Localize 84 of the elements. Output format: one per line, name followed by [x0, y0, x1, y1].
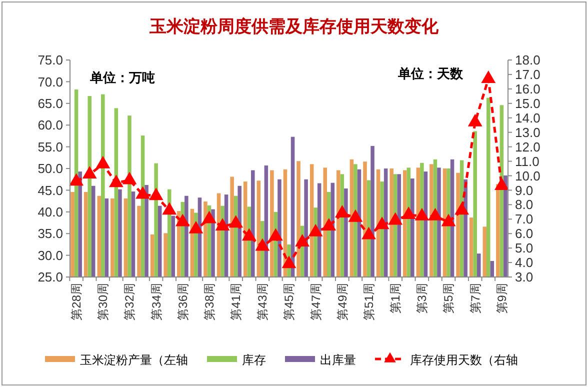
x-tick-label: 第36周 [176, 283, 190, 320]
point [268, 228, 283, 241]
point [136, 186, 150, 199]
point [188, 220, 204, 234]
y2-tick-label: 7.0 [515, 212, 534, 227]
point [242, 228, 256, 241]
point [69, 173, 84, 186]
y-tick-label: 70.0 [38, 74, 63, 90]
y2-tick-label: 16.0 [515, 81, 540, 96]
annotation: 单位：天数 [397, 66, 464, 82]
point [454, 202, 470, 215]
x-tick-label: 第28周 [70, 283, 84, 320]
x-tick-label: 第41周 [229, 283, 244, 320]
legend-label: 库存 [242, 353, 266, 367]
point [96, 156, 110, 168]
point [441, 214, 456, 226]
legend-label: 出库量 [320, 353, 356, 367]
point [481, 70, 496, 83]
y-tick-label: 55.0 [38, 139, 63, 154]
point [215, 218, 230, 231]
y-tick-label: 65.0 [38, 96, 63, 111]
y-tick-label: 50.0 [38, 161, 63, 176]
y2-tick-label: 13.0 [515, 124, 540, 140]
y2-tick-label: 5.0 [515, 240, 534, 256]
y2-tick-label: 4.0 [515, 255, 534, 270]
y2-tick-label: 12.0 [515, 139, 540, 154]
point [414, 208, 430, 220]
y2-tick-label: 18.0 [515, 52, 540, 68]
y-tick-label: 30.0 [38, 248, 63, 263]
x-tick-label: 第45周 [282, 283, 296, 320]
point [148, 188, 164, 200]
x-tick-label: 第3周 [415, 283, 430, 314]
y-tick-label: 35.0 [38, 226, 63, 242]
annotation: 单位：万吨 [89, 70, 155, 86]
point [108, 174, 124, 188]
x-tick-label: 第32周 [122, 283, 137, 320]
point [228, 215, 244, 228]
y2-tick-label: 11.0 [515, 154, 540, 169]
x-tick-label: 第30周 [96, 283, 110, 320]
point [122, 172, 137, 184]
y2-tick-label: 10.0 [515, 168, 540, 184]
x-tick-label: 第43周 [256, 283, 270, 320]
x-tick-label: 第51周 [362, 283, 376, 320]
x-tick-label: 第9周 [494, 283, 509, 314]
point [388, 212, 403, 225]
point [401, 206, 416, 219]
point [295, 234, 310, 246]
point [82, 166, 97, 178]
point [322, 218, 336, 231]
y2-tick-label: 17.0 [515, 67, 540, 82]
legend-label: 玉米淀粉产量（左轴 [80, 353, 188, 367]
y2-tick-label: 14.0 [515, 110, 540, 126]
x-tick-label: 第34周 [149, 283, 164, 320]
legend-label: 库存使用天数（右轴 [410, 353, 518, 367]
y2-tick-label: 9.0 [515, 182, 534, 198]
x-tick-label: 第1周 [388, 283, 403, 314]
x-tick-label: 第49周 [335, 283, 350, 320]
y2-tick-label: 6.0 [515, 226, 534, 242]
x-tick-label: 第47周 [308, 283, 323, 320]
y2-tick-label: 3.0 [515, 270, 534, 285]
point [468, 114, 482, 126]
point [162, 202, 177, 215]
point [494, 178, 509, 190]
point [362, 226, 376, 240]
point [428, 208, 442, 220]
point [255, 238, 270, 251]
point [348, 209, 363, 222]
point [282, 256, 296, 268]
point [175, 214, 190, 226]
point [334, 205, 350, 218]
chart-title: 玉米淀粉周度供需及库存使用天数变化 [148, 17, 440, 36]
y-tick-label: 60.0 [38, 118, 63, 133]
y-tick-label: 40.0 [38, 204, 63, 220]
y-tick-label: 75.0 [38, 52, 63, 68]
x-tick-label: 第7周 [468, 283, 482, 314]
y2-tick-label: 15.0 [515, 96, 540, 111]
y-tick-label: 45.0 [38, 182, 63, 198]
point [202, 210, 216, 224]
point [374, 216, 390, 230]
y2-tick-label: 8.0 [515, 197, 534, 212]
x-tick-label: 第5周 [442, 283, 456, 314]
point [308, 224, 323, 236]
y-tick-label: 25.0 [38, 270, 63, 285]
x-tick-label: 第38周 [202, 283, 216, 320]
